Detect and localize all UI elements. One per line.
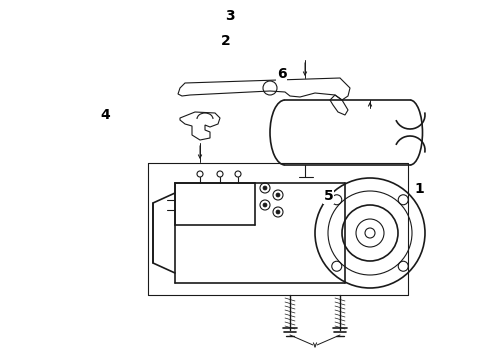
Text: 5: 5 <box>323 189 333 203</box>
Text: 4: 4 <box>100 108 110 122</box>
Circle shape <box>263 186 267 190</box>
Text: 3: 3 <box>225 9 235 23</box>
Text: 2: 2 <box>220 35 230 48</box>
Circle shape <box>276 210 280 214</box>
Circle shape <box>276 193 280 197</box>
Text: 1: 1 <box>414 182 424 196</box>
Circle shape <box>263 203 267 207</box>
Text: 6: 6 <box>277 67 287 81</box>
